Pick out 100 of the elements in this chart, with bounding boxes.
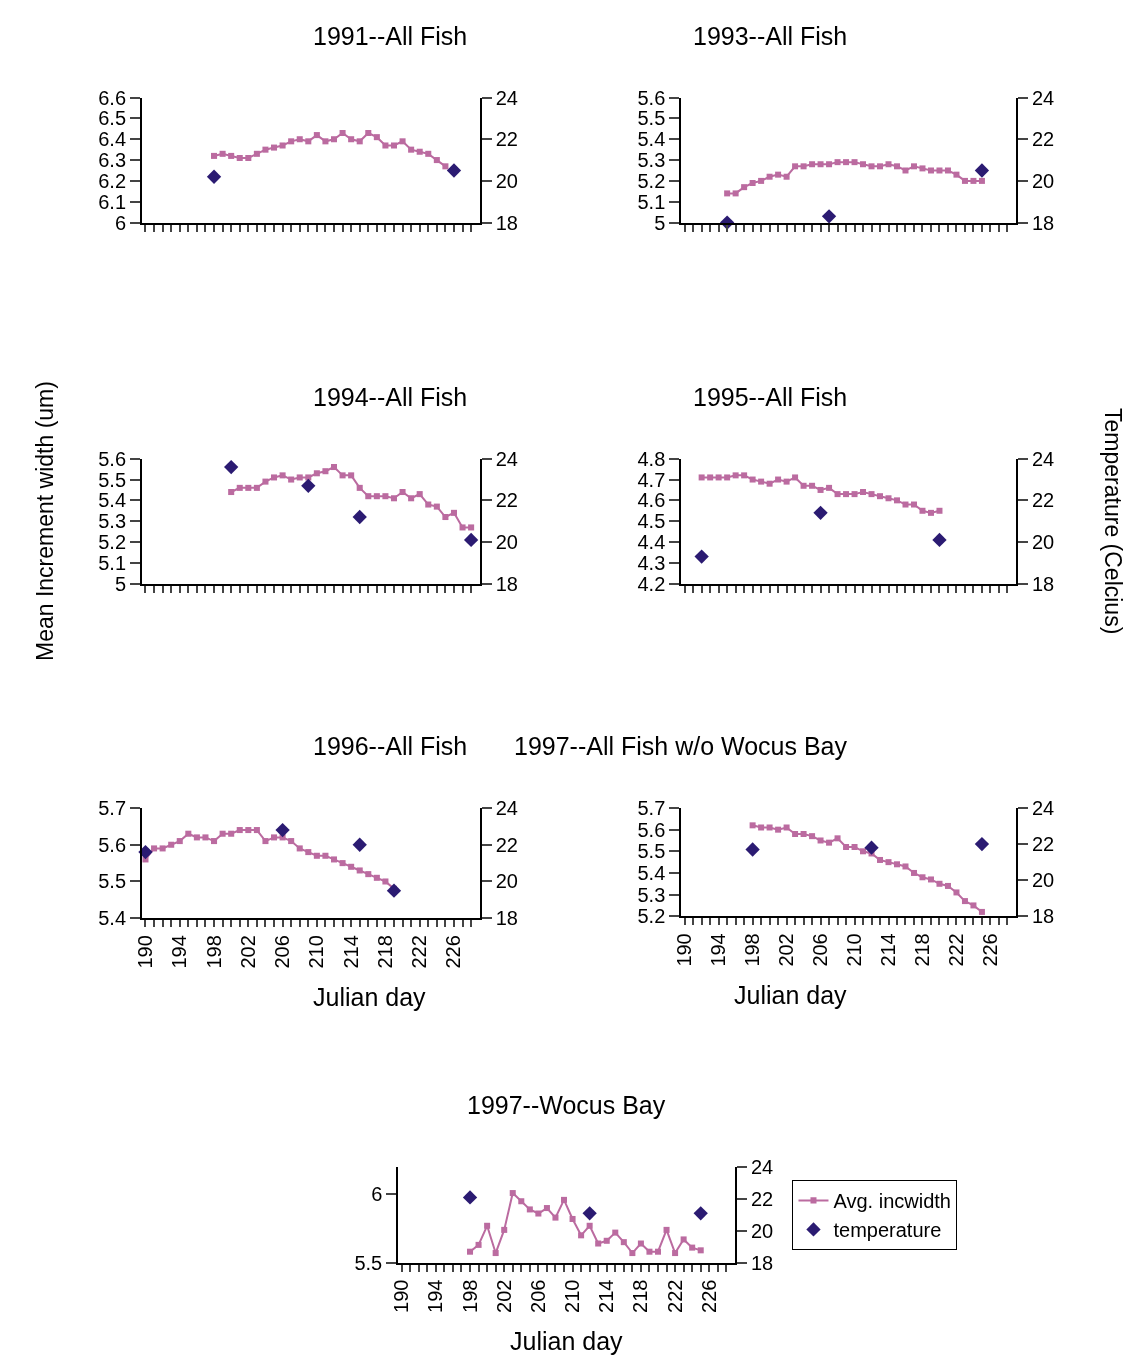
point — [313, 470, 320, 477]
y-tick-label: 5.3 — [637, 883, 666, 906]
y-tick-label: 5.1 — [637, 190, 666, 213]
point — [902, 501, 909, 508]
point — [672, 1250, 679, 1257]
point — [228, 489, 235, 496]
point — [817, 837, 824, 844]
point — [851, 159, 858, 166]
point — [817, 161, 824, 168]
point — [408, 495, 415, 502]
point — [262, 838, 269, 845]
point — [885, 161, 892, 168]
point — [654, 1248, 662, 1255]
point — [245, 484, 252, 491]
point — [749, 476, 756, 483]
point — [245, 154, 252, 162]
point — [800, 830, 807, 837]
point — [894, 497, 901, 504]
point — [860, 161, 867, 168]
y-tick-label: 5 — [654, 211, 666, 234]
x-tick-label: 194 — [707, 933, 730, 967]
x-tick-label: 218 — [373, 935, 396, 969]
point — [224, 459, 239, 475]
point — [211, 152, 218, 159]
point — [749, 822, 756, 829]
point — [715, 474, 722, 481]
point — [313, 852, 320, 859]
point — [851, 491, 858, 498]
point — [305, 138, 312, 145]
point — [680, 1236, 687, 1243]
point — [459, 524, 466, 531]
y-tick-label: 5.4 — [98, 907, 127, 930]
y-tick-label: 5.6 — [98, 447, 127, 470]
point — [408, 146, 415, 153]
y-tick-label: 4.2 — [637, 572, 666, 595]
y2-tick-label: 20 — [495, 169, 518, 192]
point — [741, 472, 748, 479]
chart-title: 1996--All Fish — [313, 732, 468, 760]
point — [932, 532, 947, 548]
x-axis-title: Julian day — [313, 983, 427, 1011]
y2-tick-label: 24 — [495, 447, 518, 470]
y-axis-title: Mean Increment width (um) — [31, 381, 58, 662]
point — [236, 154, 243, 162]
point — [399, 489, 406, 496]
point — [433, 503, 440, 510]
point — [885, 859, 892, 866]
point — [910, 163, 917, 170]
y-tick-label: 4.3 — [637, 551, 666, 574]
point — [211, 838, 218, 845]
point — [826, 839, 833, 846]
point — [365, 493, 372, 500]
y-tick-label: 5.3 — [637, 149, 666, 172]
point — [296, 136, 303, 143]
point — [741, 184, 748, 191]
point — [792, 163, 799, 170]
x-tick-label: 226 — [697, 1279, 720, 1313]
point — [813, 505, 828, 520]
point — [775, 826, 782, 833]
point — [382, 878, 389, 885]
y-tick-label: 6.2 — [98, 169, 127, 192]
y2-tick-label: 20 — [1031, 531, 1055, 554]
point — [910, 869, 917, 876]
y-tick-label: 5.6 — [637, 86, 666, 109]
point — [868, 491, 875, 498]
y2-tick-label: 18 — [750, 1251, 774, 1274]
y-tick-label: 6.1 — [98, 190, 127, 213]
point — [919, 165, 926, 172]
point — [834, 491, 841, 498]
y2-tick-label: 20 — [495, 531, 518, 554]
point — [821, 209, 837, 224]
point — [468, 524, 475, 531]
point — [373, 874, 380, 881]
point — [809, 161, 816, 168]
x-tick-label: 214 — [877, 933, 900, 967]
point — [236, 484, 243, 491]
y-tick-label: 6.4 — [98, 128, 127, 151]
point — [834, 835, 841, 842]
point — [843, 843, 850, 850]
y-tick-label: 5.2 — [637, 905, 666, 928]
point — [228, 830, 235, 837]
x-tick-label: 222 — [408, 935, 431, 969]
chart-title: 1997--All Fish w/o Wocus Bay — [514, 732, 848, 760]
point — [356, 867, 363, 874]
point — [193, 834, 200, 841]
point — [296, 845, 303, 852]
point — [724, 474, 731, 481]
point — [463, 532, 479, 548]
point — [775, 476, 782, 483]
point — [758, 177, 765, 184]
x-tick-label: 206 — [271, 935, 294, 969]
point — [809, 482, 816, 489]
point — [766, 480, 773, 487]
point — [927, 876, 934, 883]
chart-title: 1993--All Fish — [693, 22, 848, 50]
point — [910, 501, 917, 508]
point — [800, 163, 807, 170]
point — [578, 1232, 585, 1239]
point — [689, 1244, 696, 1251]
point — [595, 1240, 602, 1247]
point — [373, 134, 380, 141]
